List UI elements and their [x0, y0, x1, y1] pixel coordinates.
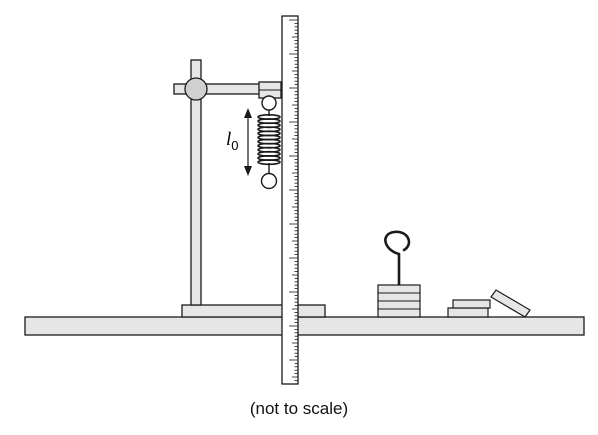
spring — [257, 110, 281, 166]
spring-bottom-loop — [260, 172, 278, 190]
metre-rule-ticks — [289, 19, 298, 381]
spring-top-loop — [261, 95, 277, 111]
boss-head — [184, 77, 208, 101]
bench — [24, 316, 585, 336]
loose-masses — [447, 289, 531, 318]
stand-base — [181, 304, 326, 318]
length-label: l0 — [226, 129, 239, 153]
mass-hanger — [384, 230, 411, 285]
stand-rod — [190, 59, 202, 306]
slotted-mass-stack — [377, 284, 421, 318]
caption: (not to scale) — [249, 399, 349, 418]
length-arrow — [244, 108, 252, 176]
